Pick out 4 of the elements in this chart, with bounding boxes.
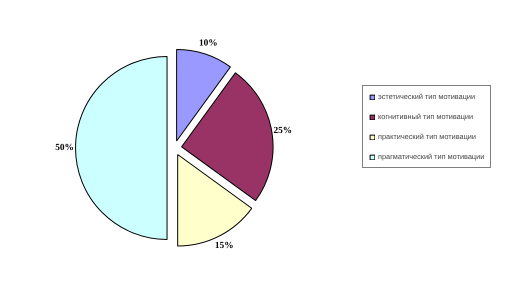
data-label: 25% bbox=[273, 126, 292, 136]
data-label: 10% bbox=[198, 38, 218, 48]
data-label: 50% bbox=[55, 142, 74, 153]
data-label: 15% bbox=[214, 240, 234, 251]
